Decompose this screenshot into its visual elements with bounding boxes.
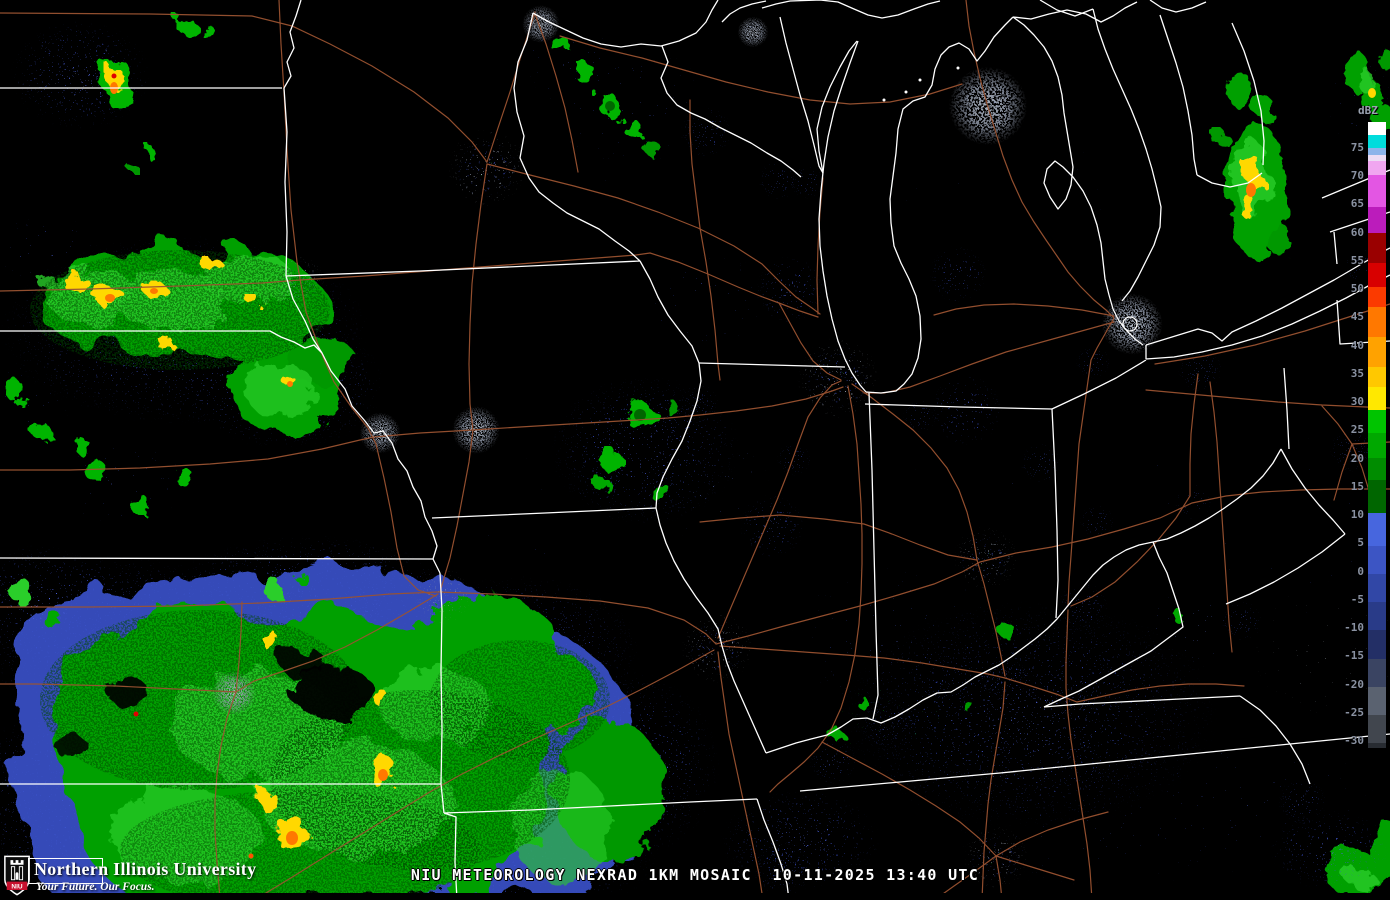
- svg-text:NIU: NIU: [11, 884, 23, 891]
- colorbar-segment: [1368, 743, 1386, 748]
- bottom-black-strip: [0, 893, 1390, 900]
- colorbar-segment: [1368, 659, 1386, 687]
- colorbar-segment: [1368, 458, 1386, 480]
- echo-ohio-valley: [720, 390, 1390, 890]
- colorbar-segment: [1368, 175, 1386, 207]
- colorbar-segment: [1368, 574, 1386, 602]
- colorbar-segment: [1368, 307, 1386, 337]
- colorbar-segment: [1368, 207, 1386, 233]
- colorbar-unit-label: dBZ: [1358, 104, 1378, 117]
- colorbar-segment: [1368, 161, 1386, 175]
- logo-outline-box: [28, 858, 103, 884]
- colorbar-segment: [1368, 687, 1386, 715]
- university-tagline: Your Future. Our Focus.: [36, 881, 155, 893]
- colorbar-segment: [1368, 387, 1386, 410]
- colorbar-segment: [1368, 155, 1386, 161]
- colorbar-segments: [1368, 122, 1386, 748]
- colorbar-segment: [1368, 367, 1386, 387]
- colorbar-segment: [1368, 233, 1386, 263]
- echo-north-minnesota: [520, 20, 710, 170]
- colorbar-segment: [1368, 287, 1386, 307]
- colorbar-segment: [1368, 513, 1386, 546]
- niu-shield-icon: NIU: [4, 855, 30, 896]
- colorbar-segment: [1368, 410, 1386, 433]
- colorbar-segment: [1368, 337, 1386, 367]
- university-name: Northern Illinois University: [34, 859, 257, 879]
- colorbar-segment: [1368, 715, 1386, 743]
- colorbar-segment: [1368, 480, 1386, 513]
- niu-logo: NIU Northern Illinois University Your Fu…: [0, 850, 320, 900]
- mosaic-caption: NIU METEOROLOGY NEXRAD 1KM MOSAIC 10-11-…: [410, 866, 980, 884]
- colorbar-segment: [1368, 135, 1386, 148]
- colorbar-segment: [1368, 630, 1386, 659]
- colorbar-segment: [1368, 263, 1386, 287]
- echo-northeast-storms: [870, 48, 1390, 894]
- colorbar-segment: [1368, 148, 1386, 155]
- colorbar-segment: [1368, 433, 1386, 458]
- echo-northwest-cells: [10, 17, 215, 172]
- colorbar-segment: [1368, 602, 1386, 630]
- colorbar-segment: [1368, 546, 1386, 574]
- colorbar-segment: [1368, 122, 1386, 135]
